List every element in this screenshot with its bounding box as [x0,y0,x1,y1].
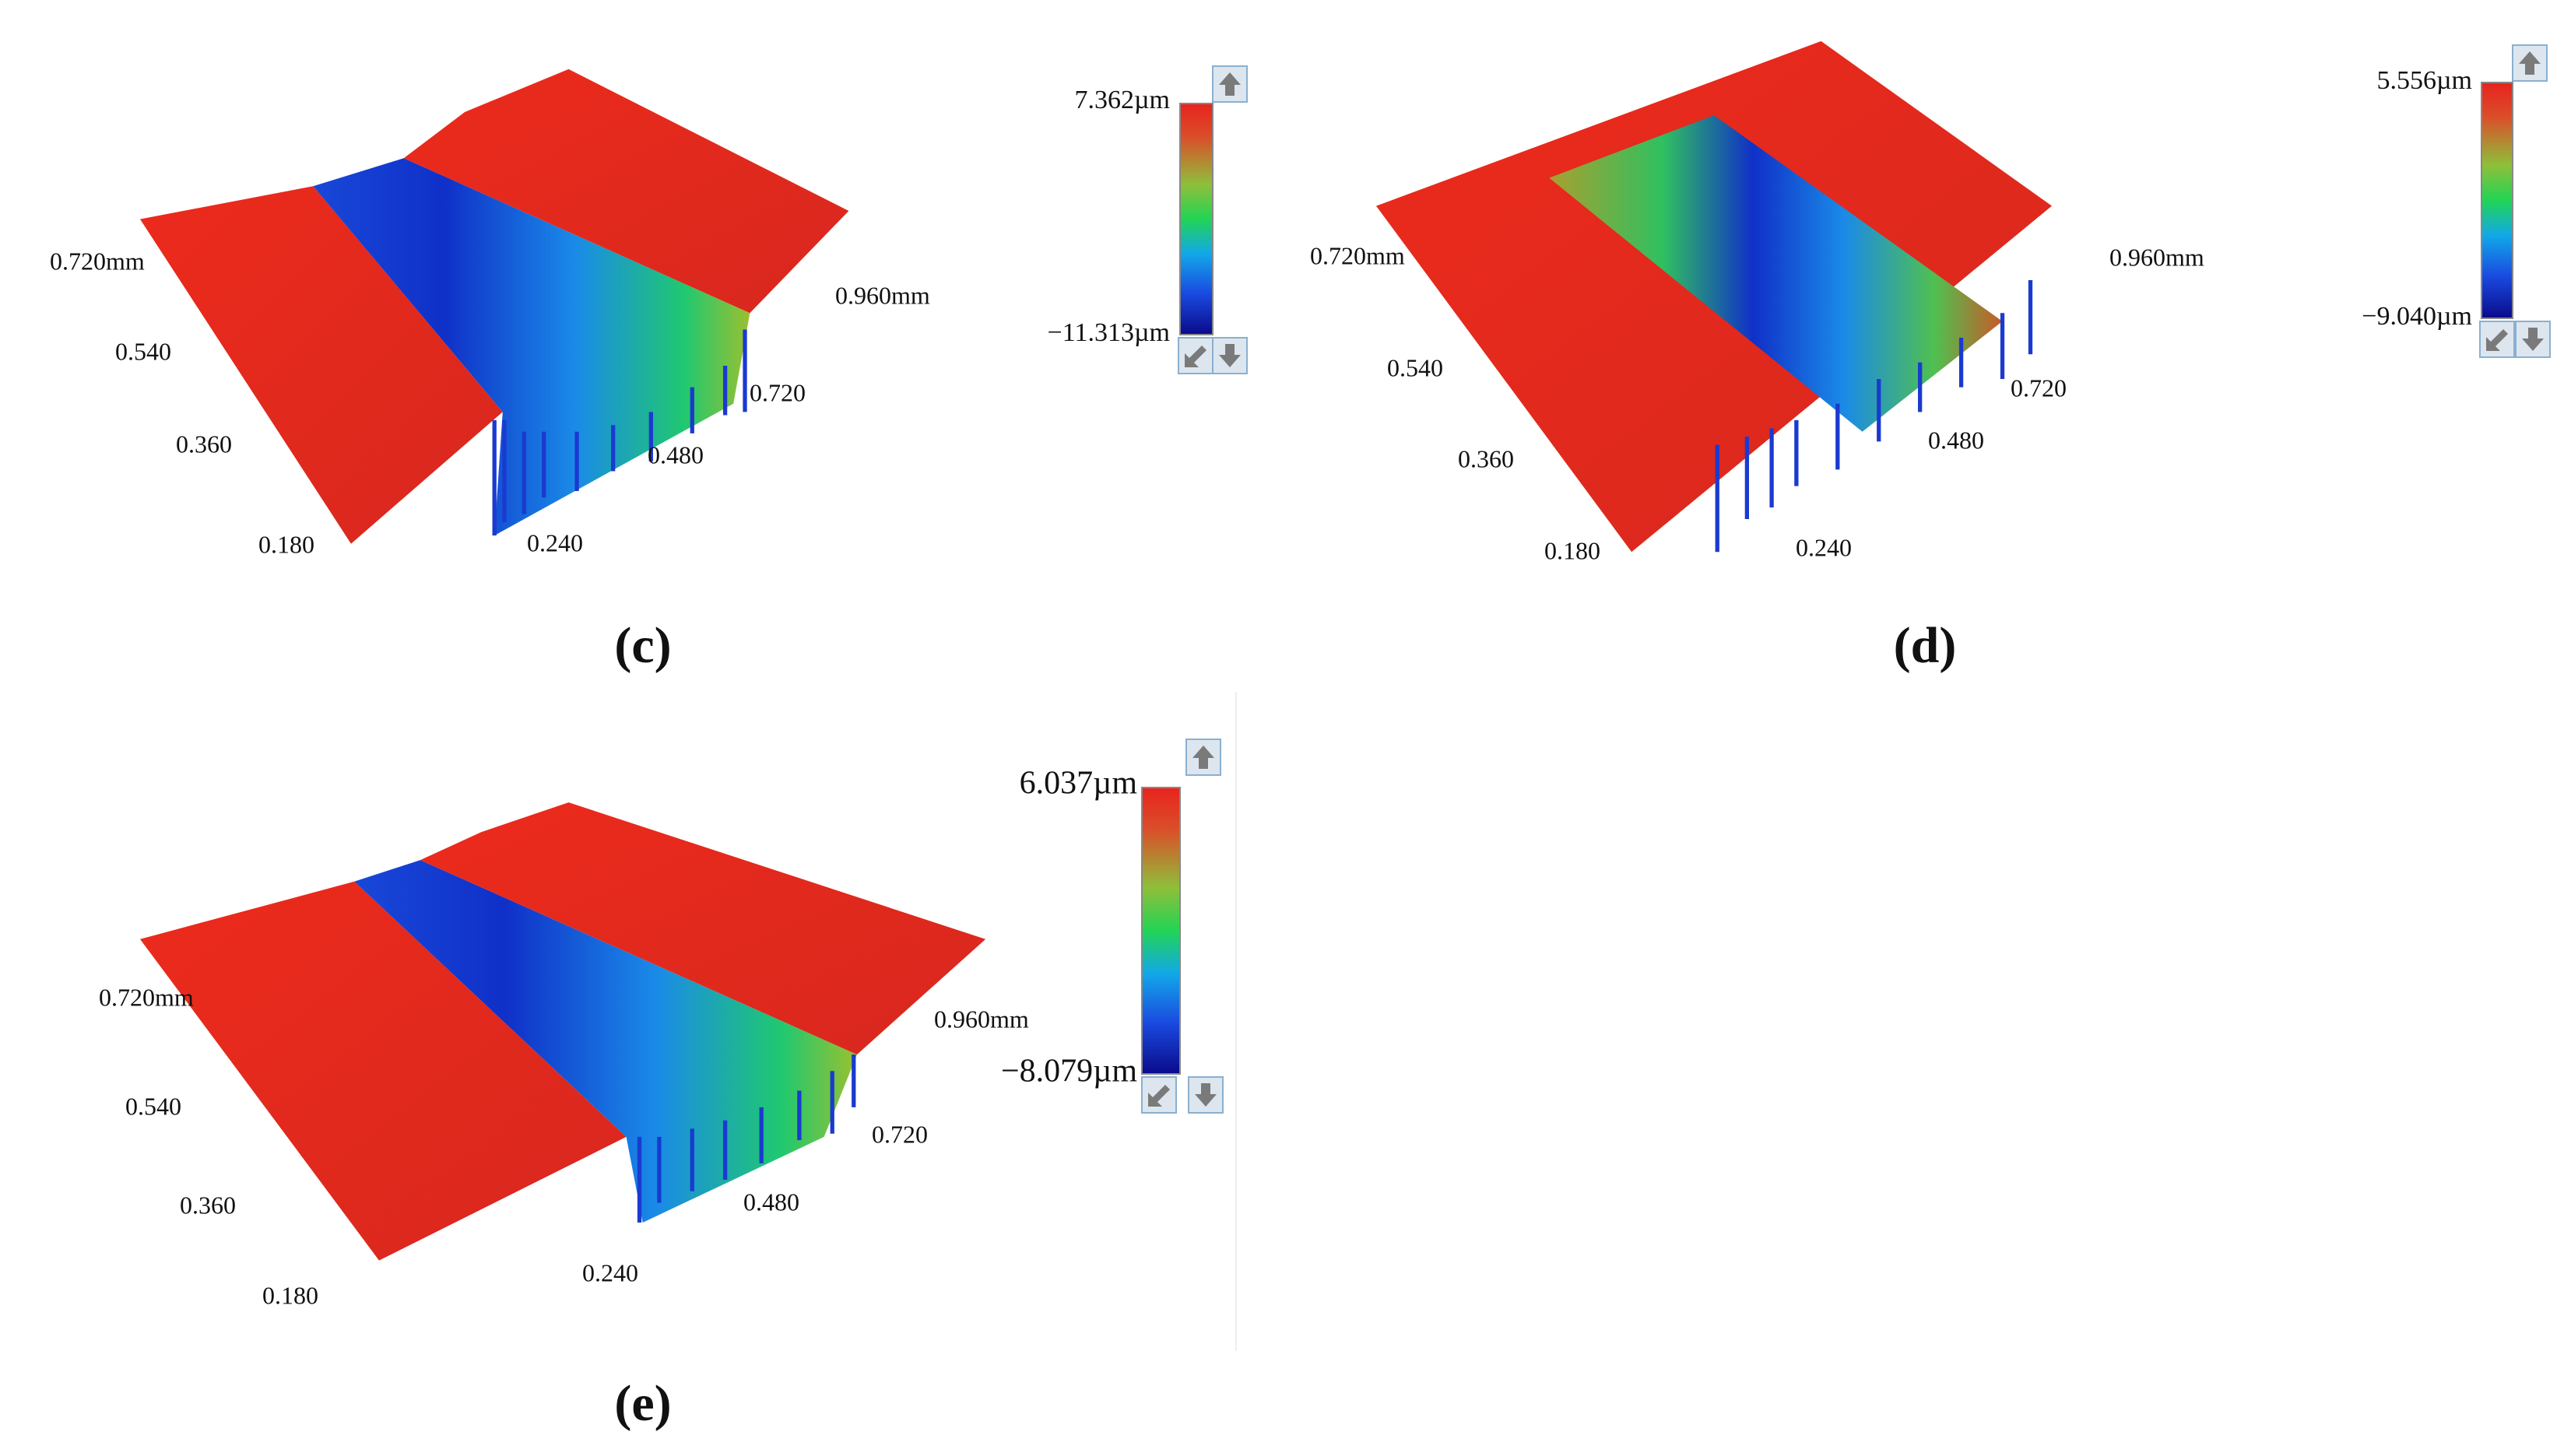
axis-tick: 0.720mm [99,983,194,1011]
colorbar [1141,739,1224,1114]
button[interactable] [2479,321,2515,358]
button[interactable] [1188,1076,1224,1114]
axis-tick: 0.180 [1544,536,1600,564]
colorbar [2479,44,2551,358]
axis-tick: 0.540 [125,1092,181,1120]
axis-tick: 0.360 [176,430,232,458]
panel-label: (d) [1894,617,1957,674]
axis-tick: 0.180 [262,1281,318,1309]
axis-tick: 0.540 [1387,353,1443,381]
colorbar-min: −11.313µm [1048,318,1170,347]
button[interactable] [1185,739,1221,776]
colorbar-max: 6.037µm [1020,766,1138,802]
axis-tick: 0.960mm [934,1005,1029,1033]
button[interactable] [1212,65,1248,103]
axis-tick: 0.960mm [2109,243,2204,271]
surface-c [139,68,849,544]
button[interactable] [2515,321,2551,358]
axis-tick: 0.720mm [1310,241,1405,269]
axis-tick: 0.720 [2011,374,2067,402]
colorbar-min: −8.079µm [1001,1054,1137,1089]
panel-label: (c) [614,617,671,674]
axis-tick: 0.720 [750,378,806,406]
surface-d [1375,40,2053,553]
colorbar-max: 7.362µm [1074,86,1170,114]
axis-tick: 0.240 [582,1258,638,1286]
axis-tick: 0.720 [872,1120,928,1148]
panel-label: (e) [614,1375,671,1432]
axis-tick: 0.360 [180,1191,236,1219]
colorbar [1178,65,1248,374]
colorbar-max: 5.556µm [2376,66,2472,95]
button[interactable] [1141,1076,1177,1114]
axis-tick: 0.180 [258,530,314,558]
surface-e [139,802,986,1261]
axis-tick: 0.240 [1796,533,1852,561]
axis-tick: 0.720mm [50,247,145,275]
colorbar-min: −9.040µm [2362,302,2472,331]
axis-tick: 0.360 [1458,444,1514,472]
axis-tick: 0.480 [1928,426,1984,454]
axis-tick: 0.240 [527,528,583,556]
axis-tick: 0.480 [743,1188,799,1216]
button[interactable] [1178,337,1213,374]
axis-tick: 0.960mm [835,281,930,309]
button[interactable] [2512,44,2548,82]
axis-tick: 0.480 [648,440,704,468]
button[interactable] [1212,337,1248,374]
axis-tick: 0.540 [115,337,171,365]
